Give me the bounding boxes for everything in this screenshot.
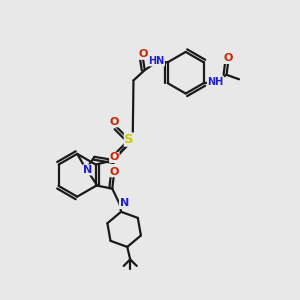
Text: O: O <box>110 152 119 162</box>
Text: N: N <box>83 165 92 175</box>
Text: HN: HN <box>148 56 164 66</box>
Text: NH: NH <box>207 76 224 87</box>
Text: O: O <box>110 167 119 177</box>
Text: O: O <box>110 117 119 127</box>
Text: S: S <box>124 133 134 146</box>
Text: O: O <box>139 49 148 59</box>
Text: N: N <box>119 199 129 208</box>
Text: O: O <box>224 53 233 64</box>
